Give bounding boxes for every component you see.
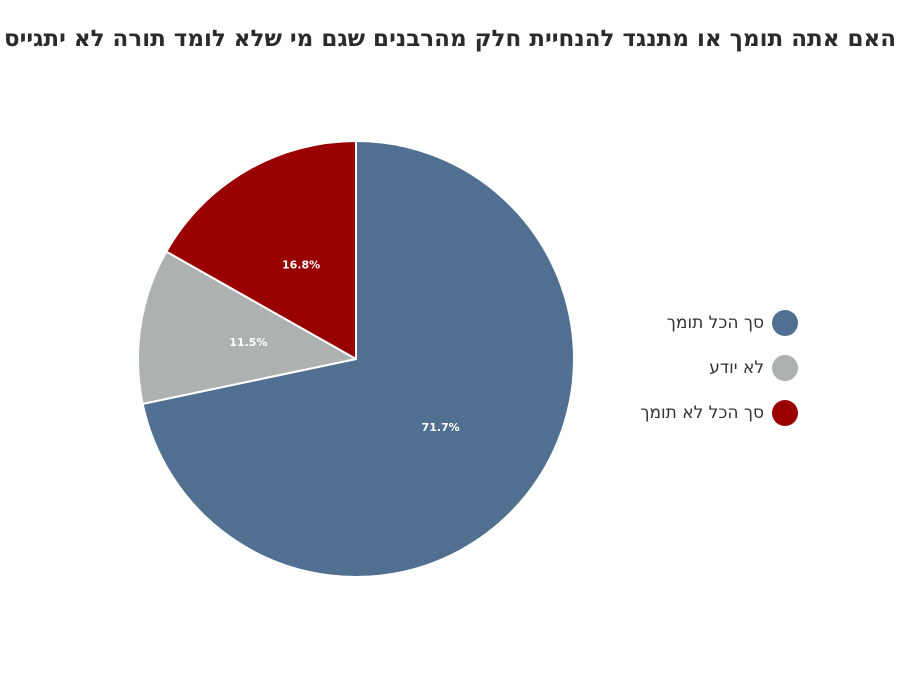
legend-label: לא יודע	[709, 357, 764, 378]
legend-swatch-icon	[772, 354, 798, 381]
slice-value-label-0: 71.7%	[422, 421, 460, 434]
pie-slice-1	[137, 250, 357, 405]
legend-item-1: לא יודע	[640, 345, 798, 390]
slice-value-label-1: 11.5%	[229, 336, 267, 349]
legend-swatch-icon	[772, 399, 798, 426]
slice-value-label-2: 16.8%	[282, 258, 320, 271]
legend: סך הכל תומך לא יודע סך הכל לא תומך	[640, 300, 798, 435]
legend-swatch-icon	[772, 309, 798, 336]
chart-title: האם אתה תומך או מתנגד להנחיית חלק מהרבני…	[3, 26, 897, 52]
pie-slices	[137, 140, 575, 578]
legend-item-2: סך הכל לא תומך	[640, 390, 798, 435]
pie-slice-2	[165, 140, 357, 360]
legend-item-0: סך הכל תומך	[640, 300, 798, 345]
pie-slice-labels: 71.7% 11.5% 16.8%	[229, 258, 460, 434]
pie-slice-0	[141, 140, 575, 578]
legend-label: סך הכל לא תומך	[640, 402, 764, 423]
legend-label: סך הכל תומך	[666, 312, 764, 333]
